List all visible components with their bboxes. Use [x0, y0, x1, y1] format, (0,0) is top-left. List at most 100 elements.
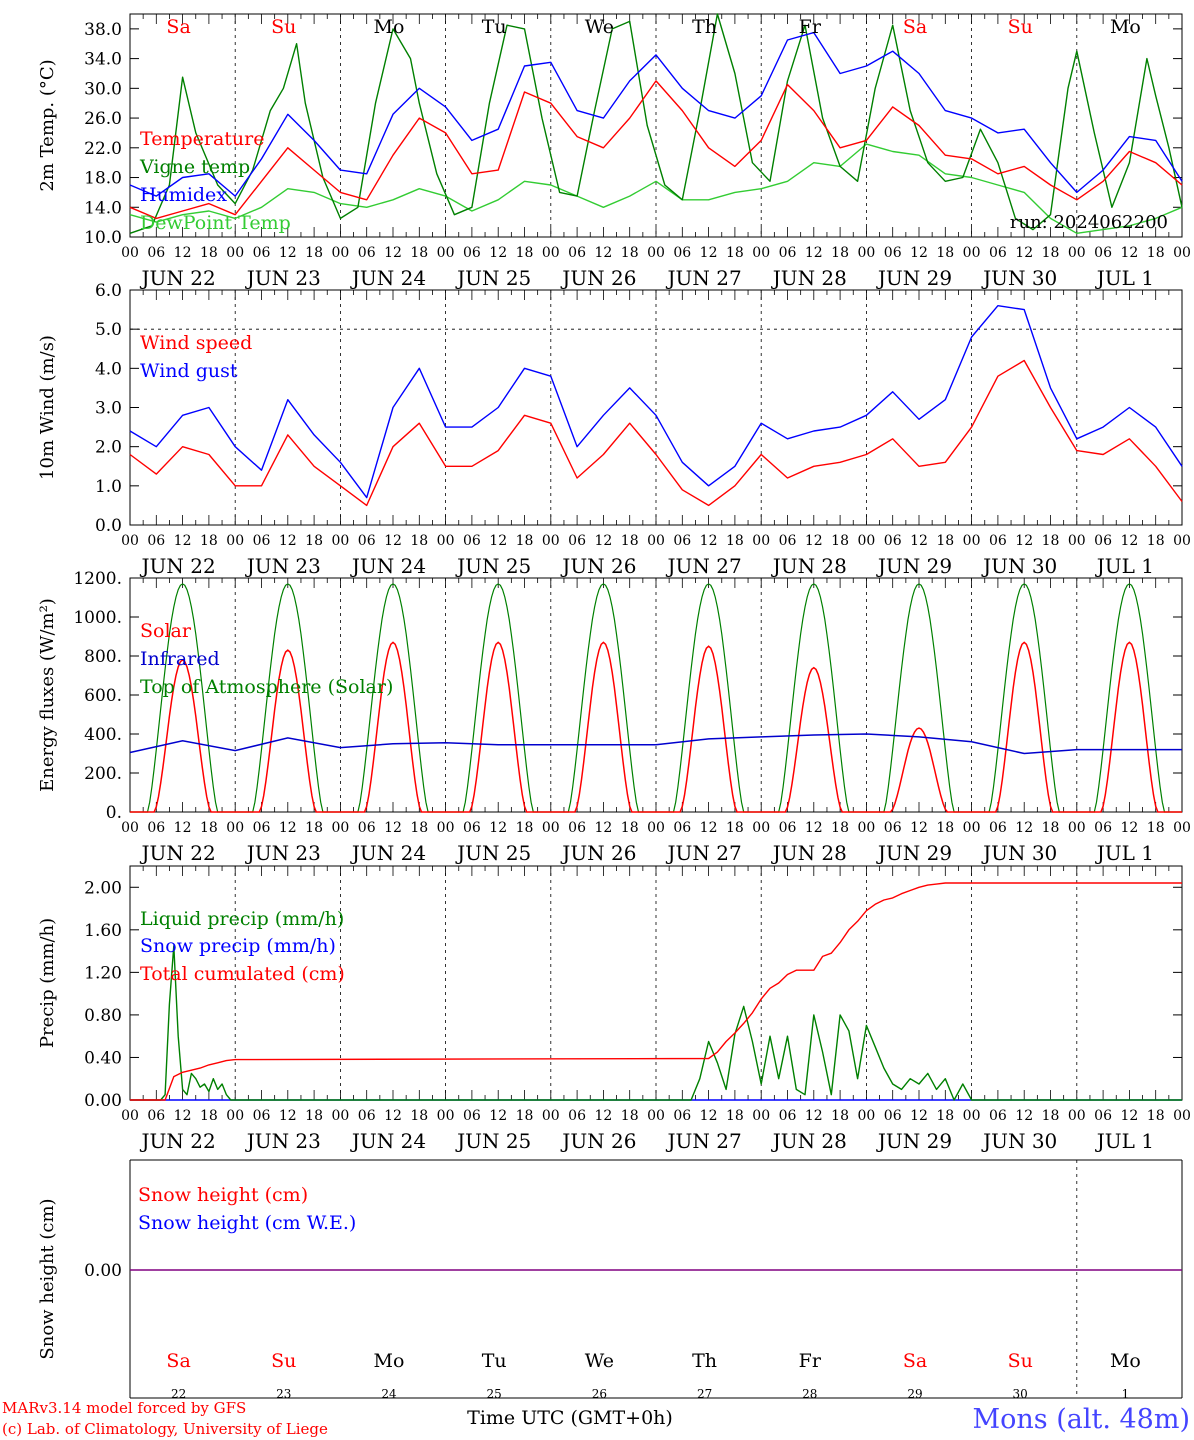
date-tick-label: JUN 24 — [350, 554, 426, 578]
panel-1: 00 06 12 18 00 06 12 18 00 06 12 18 00 06 12 18 00 06 12 18… — [37, 13, 1191, 290]
y-tick-label: 1.60 — [84, 921, 122, 941]
date-tick-label: JUN 29 — [876, 841, 952, 865]
hour-tick-label: 00 — [437, 533, 455, 549]
hour-tick-label: 06 — [253, 245, 271, 261]
hour-tick-label: 12 — [174, 245, 192, 261]
series-line-4-0 — [130, 945, 1182, 1101]
hour-tick-label: 00 — [437, 1108, 455, 1124]
hour-tick-label: 18 — [305, 820, 323, 836]
day-number-label: 26 — [592, 1387, 607, 1401]
hour-tick-label: 06 — [147, 820, 165, 836]
date-tick-label: JUN 28 — [771, 554, 847, 578]
hour-tick-label: 00 — [857, 1108, 875, 1124]
hour-tick-label: 12 — [384, 245, 402, 261]
hour-tick-label: 00 — [331, 533, 349, 549]
hour-tick-label: 18 — [936, 533, 954, 549]
hour-tick-label: 18 — [200, 533, 218, 549]
hour-tick-label: 00 — [226, 533, 244, 549]
hour-tick-label: 06 — [358, 1108, 376, 1124]
y-tick-label: 0.40 — [84, 1048, 122, 1068]
hour-tick-label: 18 — [831, 245, 849, 261]
y-tick-label: 200. — [84, 764, 122, 784]
hour-tick-label: 06 — [147, 1108, 165, 1124]
weekday-label-bottom: Su — [271, 1350, 296, 1372]
hour-tick-label: 00 — [752, 533, 770, 549]
date-tick-label: JUN 27 — [666, 266, 742, 290]
hour-tick-label: 12 — [910, 1108, 928, 1124]
legend-snow-height: Snow height (cm) — [138, 1184, 308, 1206]
hour-tick-label: 06 — [358, 245, 376, 261]
hour-tick-label: 00 — [647, 820, 665, 836]
hour-tick-label: 06 — [673, 820, 691, 836]
hour-tick-label: 00 — [542, 1108, 560, 1124]
y-tick-label: 0.0 — [95, 516, 122, 536]
legend-liquid-precip: Liquid precip (mm/h) — [140, 908, 344, 930]
hour-tick-label: 06 — [463, 533, 481, 549]
hour-tick-label: 18 — [1042, 1108, 1060, 1124]
date-tick-label: JUN 24 — [350, 1129, 426, 1153]
date-tick-label: JUN 23 — [245, 1129, 321, 1153]
hour-tick-label: 12 — [805, 1108, 823, 1124]
series-solar — [130, 641, 1182, 813]
series-line-1-3 — [129, 143, 1183, 235]
legend-wind-speed: Wind speed — [140, 332, 252, 354]
day-number-label: 28 — [802, 1387, 817, 1401]
hour-tick-label: 12 — [174, 1108, 192, 1124]
date-tick-label: JUN 23 — [245, 266, 321, 290]
date-tick-label: JUN 25 — [455, 841, 531, 865]
date-tick-label: JUL 1 — [1095, 266, 1154, 290]
date-tick-label: JUN 23 — [245, 554, 321, 578]
hour-tick-label: 18 — [936, 245, 954, 261]
hour-tick-label: 06 — [779, 245, 797, 261]
x-axis-title: Time UTC (GMT+0h) — [467, 1407, 673, 1429]
hour-tick-label: 12 — [384, 820, 402, 836]
hour-tick-label: 18 — [1147, 533, 1165, 549]
y-tick-label: 5.0 — [95, 320, 122, 340]
hour-tick-label: 00 — [752, 820, 770, 836]
date-tick-label: JUN 22 — [140, 1129, 216, 1153]
hour-tick-label: 00 — [857, 820, 875, 836]
hour-tick-label: 06 — [989, 245, 1007, 261]
run-label: run: 2024062200 — [1010, 212, 1168, 233]
hour-tick-label: 12 — [1120, 820, 1138, 836]
weekday-label: Tu — [482, 16, 507, 38]
hour-tick-label: 00 — [857, 245, 875, 261]
hour-tick-label: 12 — [1120, 533, 1138, 549]
hour-tick-label: 12 — [594, 820, 612, 836]
y-tick-label: 22.0 — [84, 139, 122, 159]
weekday-label-bottom: Tu — [482, 1350, 507, 1372]
hour-tick-label: 00 — [226, 820, 244, 836]
hour-tick-label: 06 — [568, 1108, 586, 1124]
series-line-1-1 — [129, 13, 1183, 234]
hour-tick-label: 06 — [463, 1108, 481, 1124]
hour-tick-label: 00 — [963, 245, 981, 261]
y-tick-label: 0. — [106, 803, 122, 823]
hour-tick-label: 06 — [1094, 820, 1112, 836]
hour-tick-label: 00 — [752, 245, 770, 261]
hour-tick-label: 18 — [831, 1108, 849, 1124]
date-tick-label: JUN 26 — [560, 841, 636, 865]
hour-tick-label: 18 — [516, 245, 534, 261]
hour-tick-label: 18 — [516, 1108, 534, 1124]
hour-tick-label: 12 — [384, 533, 402, 549]
series-line-2-0 — [129, 359, 1183, 507]
day-number-label: 30 — [1013, 1387, 1028, 1401]
hour-tick-label: 00 — [963, 533, 981, 549]
legend-humidex: Humidex — [140, 184, 227, 206]
date-tick-label: JUN 26 — [560, 1129, 636, 1153]
hour-tick-label: 00 — [1068, 1108, 1086, 1124]
hour-tick-label: 00 — [1173, 1108, 1191, 1124]
hour-tick-label: 12 — [700, 820, 718, 836]
hour-tick-label: 18 — [410, 1108, 428, 1124]
hour-tick-label: 18 — [410, 820, 428, 836]
legend-dewpoint: DewPoint Temp — [140, 212, 291, 234]
hour-tick-label: 00 — [121, 245, 139, 261]
hour-tick-label: 00 — [226, 1108, 244, 1124]
y-tick-label: 6.0 — [95, 281, 122, 301]
hour-tick-label: 18 — [305, 533, 323, 549]
weekday-label: Sa — [166, 16, 190, 38]
hour-tick-label: 06 — [779, 1108, 797, 1124]
hour-tick-label: 12 — [279, 245, 297, 261]
hour-tick-label: 18 — [410, 245, 428, 261]
